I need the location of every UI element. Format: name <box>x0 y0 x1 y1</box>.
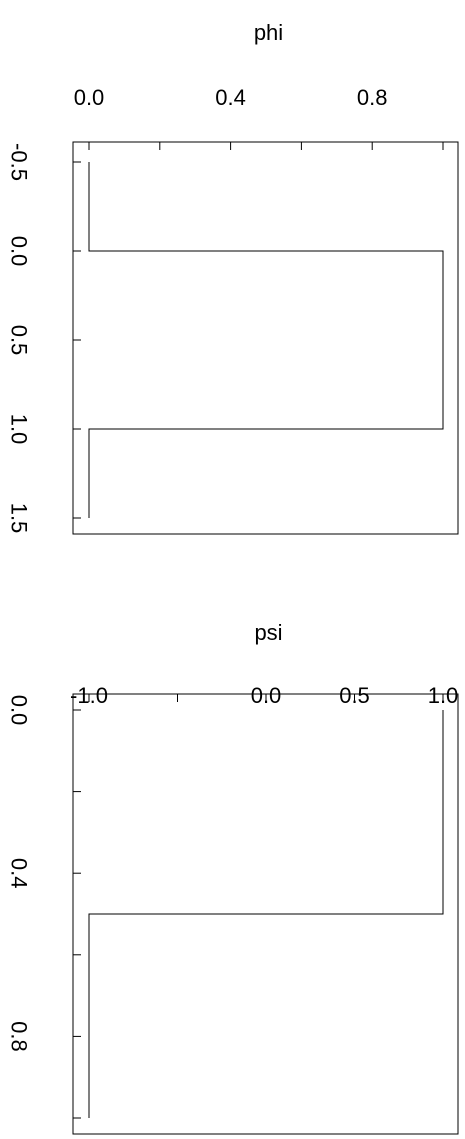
x-tick-label: 0.4 <box>215 85 246 110</box>
x-tick-label: 0.0 <box>251 683 282 708</box>
y-tick-label: 1.0 <box>7 414 32 445</box>
x-tick-label: 0.8 <box>357 85 388 110</box>
x-tick-label: 0.0 <box>74 85 105 110</box>
chart-title: psi <box>254 620 282 645</box>
x-tick-label: -1.0 <box>70 683 108 708</box>
series-line <box>88 710 444 1118</box>
y-tick-label: -0.5 <box>7 143 32 181</box>
chart-title: phi <box>254 20 283 45</box>
y-tick-label: 0.8 <box>7 1021 32 1052</box>
x-tick-label: 1.0 <box>428 683 459 708</box>
y-tick-label: 1.5 <box>7 503 32 534</box>
y-tick-label: 0.0 <box>7 695 32 726</box>
y-tick-label: 0.4 <box>7 858 32 889</box>
chart-panel-phi: phi 0.0 0.4 0.8 -0.5 0.0 0.5 1.0 1.5 <box>7 20 459 535</box>
chart-panel-psi: psi -1.0 0.0 0.5 1.0 0.0 0.4 0.8 <box>7 620 459 1135</box>
plot-frame <box>72 141 459 535</box>
y-tick-label: 0.5 <box>7 325 32 356</box>
y-tick-label: 0.0 <box>7 236 32 267</box>
x-tick-label: 0.5 <box>339 683 370 708</box>
series-line <box>88 162 444 518</box>
